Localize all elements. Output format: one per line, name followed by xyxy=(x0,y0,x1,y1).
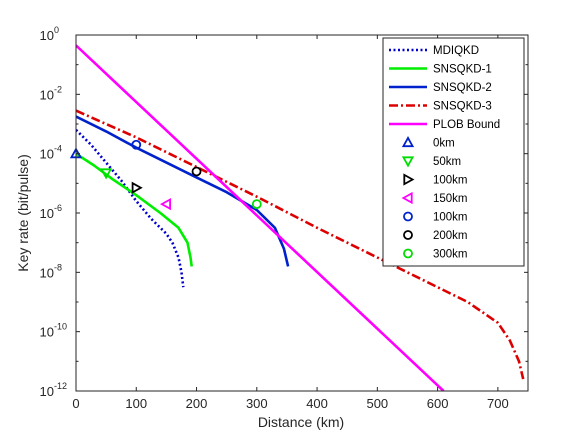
data-marker-2 xyxy=(99,168,113,180)
y-tick-label: 10 xyxy=(40,265,54,280)
x-tick-label: 500 xyxy=(366,396,388,411)
y-tick-label: 10 xyxy=(40,325,54,340)
data-marker-6 xyxy=(191,166,202,177)
legend-marker-1 xyxy=(401,136,415,148)
y-tick-label: 10 xyxy=(40,384,54,399)
y-tick-exponent: -10 xyxy=(54,322,67,332)
x-tick-label: 200 xyxy=(186,396,208,411)
legend-marker-label-3: 100km xyxy=(433,175,468,187)
series-line-5 xyxy=(76,44,445,391)
legend-marker-6 xyxy=(403,230,413,240)
y-tick-exponent: -4 xyxy=(54,144,62,154)
legend-marker-label-1: 0km xyxy=(433,138,455,150)
y-tick-exponent: -12 xyxy=(54,381,67,391)
x-axis-label: Distance (km) xyxy=(258,414,344,430)
data-marker-7 xyxy=(251,199,262,210)
marker-layer xyxy=(69,139,262,211)
legend: MDIQKD SNSQKD-1 SNSQKD-2 SNSQKD-3 PLOB Bound… xyxy=(382,37,525,267)
legend-marker-5 xyxy=(403,211,413,222)
series-layer xyxy=(76,44,525,391)
legend-marker-4 xyxy=(401,191,413,205)
legend-marker-label-7: 300km xyxy=(433,249,468,261)
y-tick-exponent: -2 xyxy=(54,84,62,94)
legend-marker-label-6: 200km xyxy=(433,230,468,242)
legend-label-1: MDIQKD xyxy=(433,45,479,57)
legend-marker-3 xyxy=(403,173,415,186)
y-axis-label: Key rate (bit/pulse) xyxy=(15,154,31,272)
y-tick-exponent: 0 xyxy=(54,25,59,35)
x-tick-label: 600 xyxy=(427,396,449,411)
legend-label-2: SNSQKD-1 xyxy=(433,64,492,76)
x-tick-label: 300 xyxy=(246,396,268,411)
series-line-4 xyxy=(76,109,525,380)
legend-marker-label-4: 150km xyxy=(433,193,468,205)
y-tick-label: 10 xyxy=(40,87,54,102)
legend-box xyxy=(382,37,525,267)
series-line-1 xyxy=(76,128,185,288)
data-marker-4 xyxy=(159,197,172,211)
series-line-2 xyxy=(76,152,193,267)
x-tick-label: 0 xyxy=(72,396,79,411)
legend-label-5: PLOB Bound xyxy=(433,119,500,131)
legend-marker-label-2: 50km xyxy=(433,156,461,168)
y-tick-exponent: -8 xyxy=(54,262,62,272)
x-tick-label: 700 xyxy=(487,396,509,411)
legend-label-4: SNSQKD-3 xyxy=(433,101,492,113)
x-tick-label: 400 xyxy=(306,396,328,411)
y-tick-label: 10 xyxy=(40,206,54,221)
y-tick-label: 10 xyxy=(40,147,54,162)
legend-marker-7 xyxy=(403,248,413,259)
y-tick-exponent: -6 xyxy=(54,203,62,213)
y-tick-label: 10 xyxy=(40,28,54,43)
data-marker-5 xyxy=(131,139,142,150)
x-tick-label: 100 xyxy=(125,396,147,411)
legend-label-3: SNSQKD-2 xyxy=(433,82,492,94)
legend-marker-2 xyxy=(401,156,415,168)
data-marker-3 xyxy=(131,181,143,194)
legend-marker-label-5: 100km xyxy=(433,212,468,224)
